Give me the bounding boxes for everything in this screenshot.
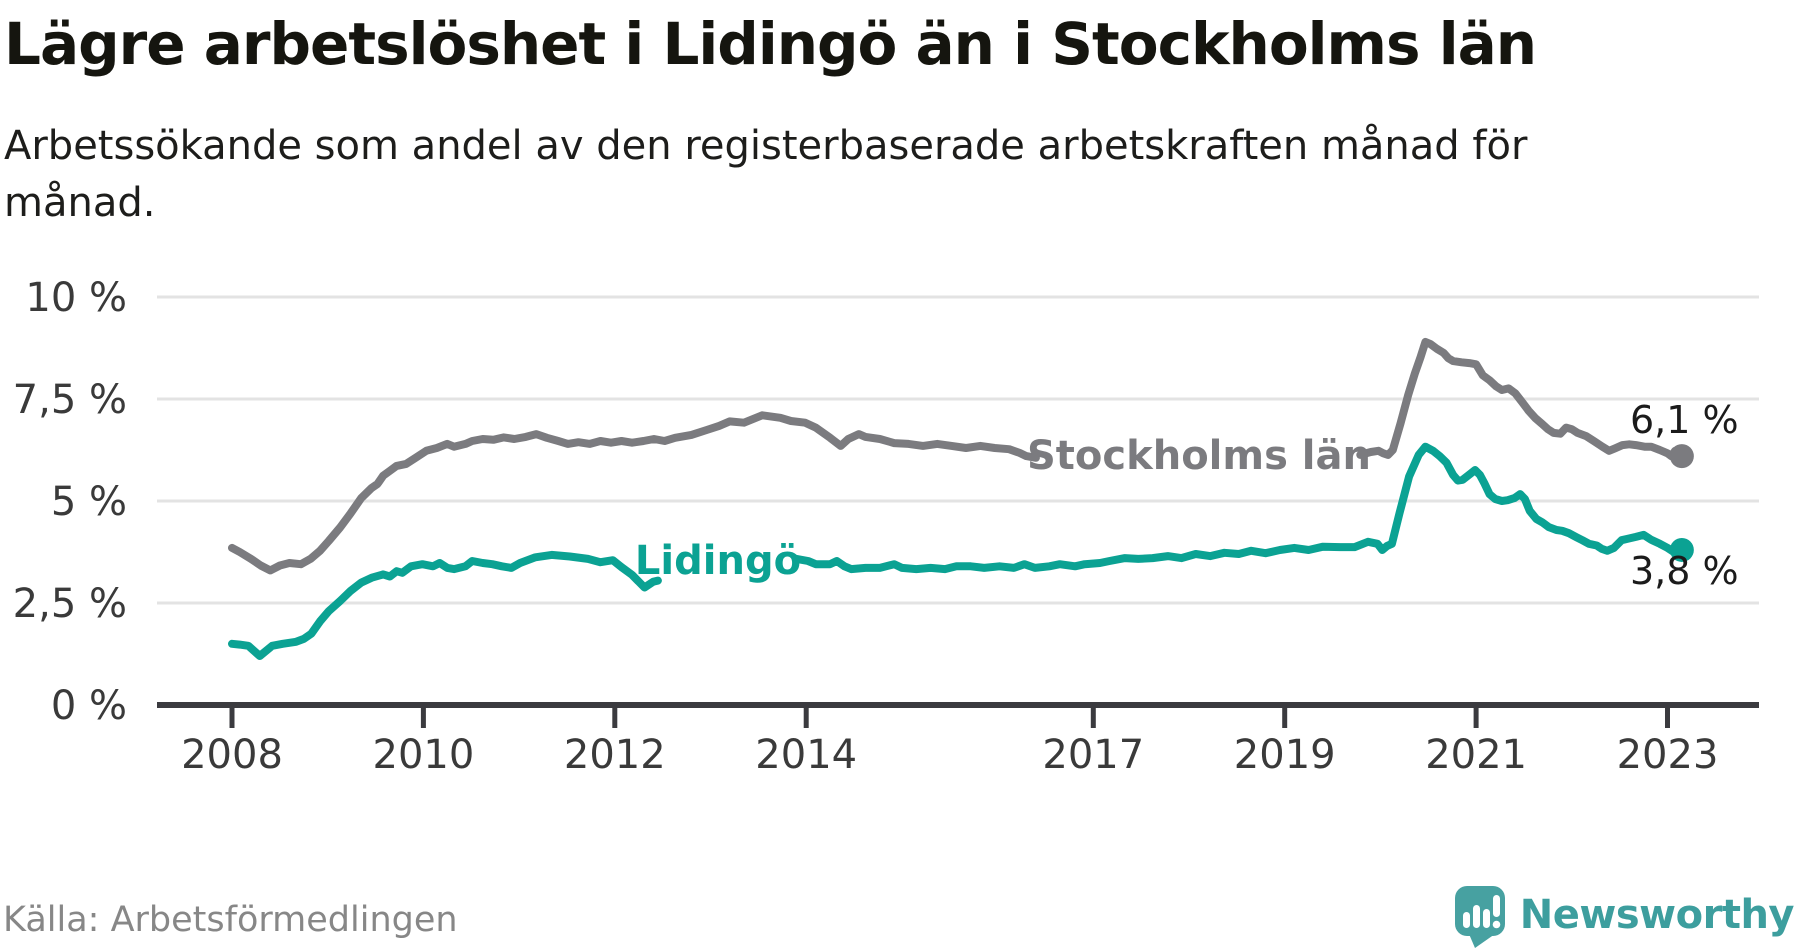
newsworthy-logo: Newsworthy (1454, 882, 1795, 948)
x-axis-tick-label: 2014 (755, 732, 857, 778)
series-line-stockholm (228, 411, 1040, 575)
x-axis-tick-label: 2019 (1234, 732, 1336, 778)
y-axis-tick-label: 0 % (51, 683, 127, 729)
series-line-lidingo (792, 442, 1686, 574)
series-label-lidingo: Lidingö (635, 538, 801, 584)
y-axis-tick-label: 2,5 % (13, 581, 127, 627)
x-axis-tick-label: 2023 (1617, 732, 1719, 778)
series-end-dot-stockholm (1669, 444, 1694, 469)
chart-subtitle: Arbetssökande som andel av den registerb… (4, 123, 1528, 226)
x-axis-tick-label: 2021 (1425, 732, 1527, 778)
page-title: Lägre arbetslöshet i Lidingö än i Stockh… (4, 10, 1537, 78)
y-axis-tick-label: 5 % (51, 479, 127, 525)
y-axis-tick-label: 10 % (25, 275, 127, 321)
series-line-stockholm (1356, 337, 1686, 461)
newsworthy-wordmark: Newsworthy (1519, 892, 1795, 938)
series-line-lidingo (228, 550, 662, 660)
x-axis-tick-label: 2010 (373, 732, 475, 778)
newsworthy-bubble-icon (1454, 886, 1505, 948)
end-value-label-lidingo: 3,8 % (1630, 549, 1739, 593)
end-value-label-stockholm: 6,1 % (1630, 398, 1739, 442)
source-note: Källa: Arbetsförmedlingen (3, 900, 458, 940)
x-axis-tick-label: 2017 (1042, 732, 1144, 778)
x-axis-tick-label: 2012 (564, 732, 666, 778)
y-axis-tick-label: 7,5 % (13, 377, 127, 423)
x-axis-tick-label: 2008 (181, 732, 283, 778)
series-label-stockholm: Stockholms län (1027, 433, 1371, 479)
series-end-dot-lidingo (1669, 537, 1694, 562)
